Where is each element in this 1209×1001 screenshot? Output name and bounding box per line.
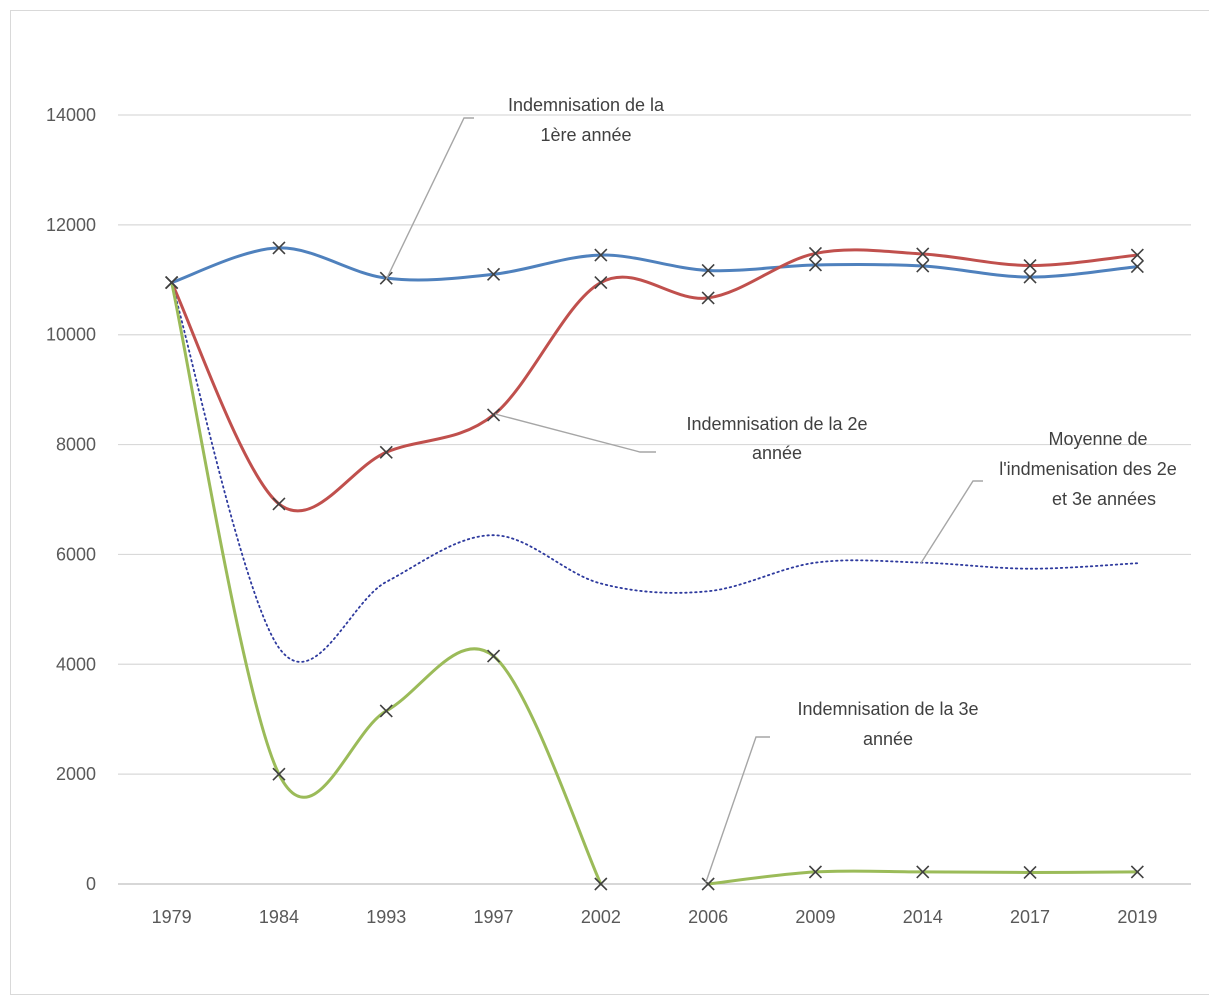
x-tick-label: 1984 [259, 907, 299, 927]
data-point-marker-third_year [594, 877, 608, 891]
annotation-label: Indemnisation de la 2e [686, 414, 867, 434]
data-point-marker-third_year [808, 865, 823, 879]
data-point-marker-third_year [1130, 865, 1144, 879]
data-point-marker-first_year [916, 259, 930, 273]
data-point-marker-second_year [1130, 248, 1144, 262]
data-point-marker-first_year [272, 241, 286, 255]
y-tick-label: 4000 [56, 654, 96, 674]
annotation-label: et 3e années [1052, 489, 1156, 509]
annotation-label: 1ère année [540, 125, 631, 145]
annotation-label: Indemnisation de la [508, 95, 665, 115]
annotation-label: année [863, 729, 913, 749]
x-tick-label: 1997 [474, 907, 514, 927]
x-tick-label: 2006 [688, 907, 728, 927]
data-point-marker-second_year [701, 291, 715, 305]
annotation-leader-line [494, 413, 656, 453]
series-line-first_year [170, 246, 1139, 285]
data-point-marker-second_year [594, 275, 608, 290]
data-point-marker-second_year [486, 408, 501, 422]
annotation-label: Indemnisation de la 3e [797, 699, 978, 719]
data-point-marker-second_year [379, 445, 393, 459]
data-point-marker-third_year [1023, 865, 1037, 880]
annotation-label: l'indmenisation des 2e [999, 459, 1177, 479]
annotation-label: Moyenne de [1048, 429, 1147, 449]
data-point-marker-second_year [916, 247, 930, 261]
data-point-marker-first_year [594, 248, 608, 262]
annotation-label: année [752, 443, 802, 463]
data-point-marker-first_year [808, 258, 823, 272]
series-line-average [170, 281, 1139, 663]
data-point-marker-first_year [486, 267, 501, 281]
annotation-average: Moyenne de l'indmenisation des 2e et 3e an… [920, 429, 1177, 564]
chart-frame [10, 10, 1209, 995]
y-tick-label: 12000 [46, 215, 96, 235]
data-point-marker-third_year [486, 649, 501, 663]
x-tick-label: 2017 [1010, 907, 1050, 927]
data-point-marker-second_year [1023, 258, 1037, 273]
series-line-third_year [170, 281, 603, 886]
y-tick-label: 6000 [56, 544, 96, 564]
annotation-first_year: Indemnisation de la 1ère année [385, 95, 665, 281]
x-tick-label: 2009 [795, 907, 835, 927]
y-tick-label: 8000 [56, 435, 96, 455]
data-point-marker-first_year [1130, 260, 1144, 274]
x-tick-label: 1979 [152, 907, 192, 927]
series-line-second_year [170, 248, 1139, 513]
data-point-marker-first_year [701, 263, 715, 278]
gridlines [118, 114, 1191, 775]
annotation-leader-line [705, 736, 770, 883]
annotation-third_year: Indemnisation de la 3e année [705, 699, 979, 883]
x-tick-label: 2019 [1117, 907, 1157, 927]
y-tick-label: 10000 [46, 325, 96, 345]
axes: 0 2000 4000 6000 8000 10000 12000 14000 1979 1984… [46, 105, 1191, 927]
x-tick-label: 1993 [366, 907, 406, 927]
annotation-second_year: Indemnisation de la 2e année [494, 413, 868, 463]
data-point-marker-second_year [808, 246, 823, 260]
series-markers [165, 241, 1144, 891]
series-lines [170, 246, 1139, 886]
data-point-marker-first_year [1023, 270, 1037, 284]
y-tick-label: 2000 [56, 764, 96, 784]
annotation-leader-line [385, 117, 474, 281]
data-point-marker-third_year [165, 275, 179, 290]
y-tick-label: 14000 [46, 105, 96, 125]
x-tick-label: 2014 [903, 907, 943, 927]
data-point-marker-third_year [379, 704, 393, 718]
data-point-marker-second_year [272, 497, 286, 511]
y-tick-label: 0 [86, 874, 96, 894]
data-point-marker-third_year [701, 877, 715, 891]
x-tick-label: 2002 [581, 907, 621, 927]
data-point-marker-third_year [916, 865, 930, 879]
data-point-marker-third_year [272, 767, 286, 781]
annotation-leader-line [920, 480, 983, 564]
